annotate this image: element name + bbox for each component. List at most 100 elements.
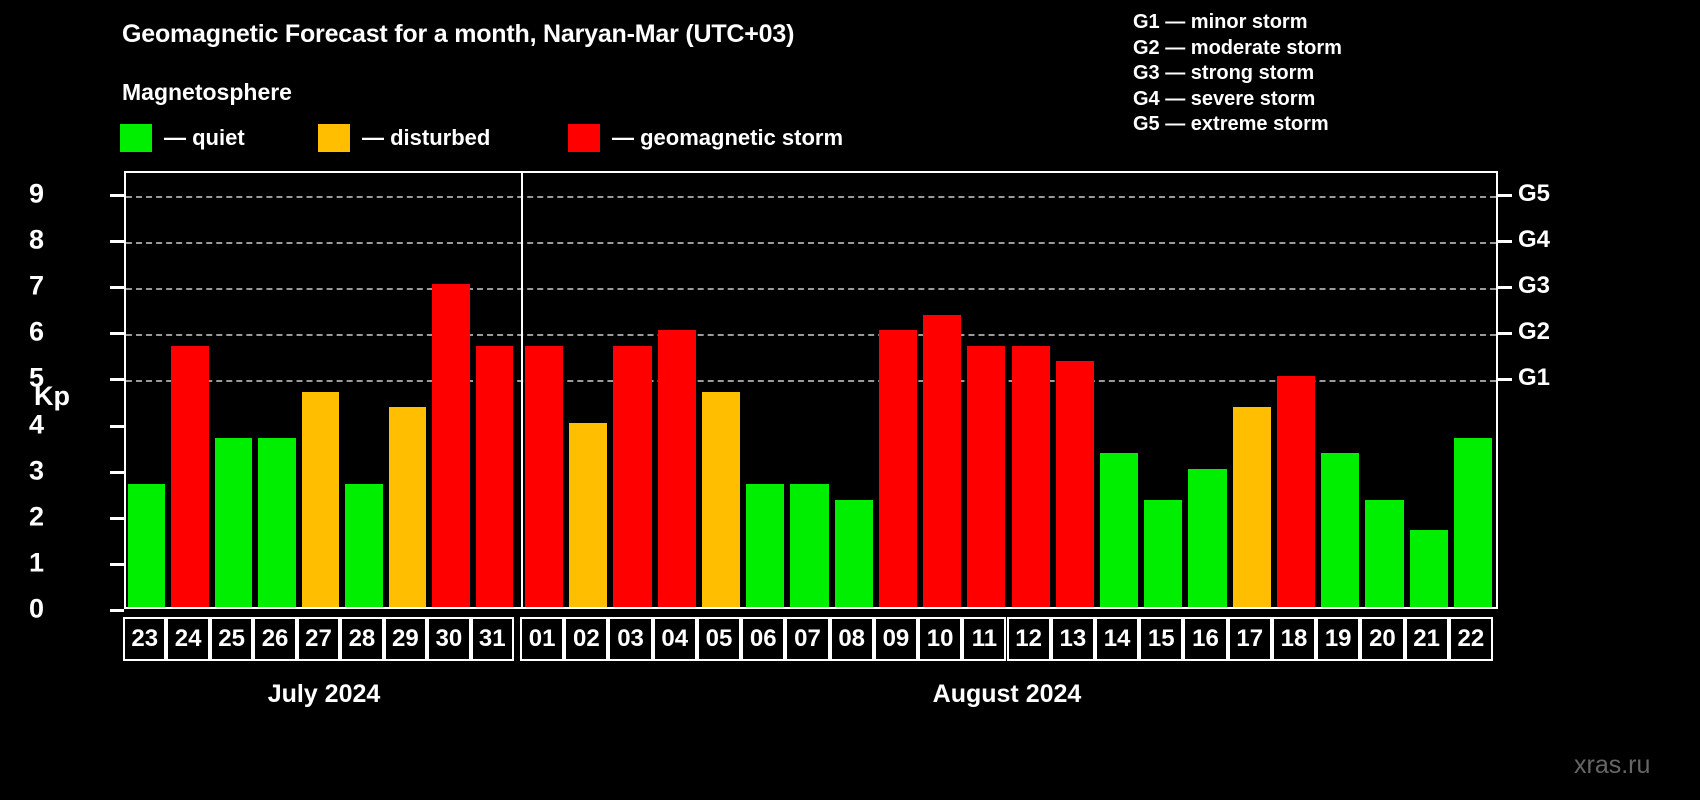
legend-item-quiet: — quiet [120, 124, 245, 152]
bar-day-28[interactable] [345, 483, 383, 607]
gridline-kp-7 [126, 288, 1496, 291]
day-label-14[interactable]: 14 [1094, 617, 1140, 661]
bar-day-03[interactable] [613, 345, 652, 607]
day-label-01[interactable]: 01 [520, 617, 565, 661]
bar-day-09[interactable] [878, 330, 918, 607]
y-axis-title: Kp [34, 381, 70, 411]
gscale-key-row-3: G3 — strong storm [1133, 62, 1315, 84]
g-tick-label-G5: G5 [1518, 180, 1551, 208]
day-label-17[interactable]: 17 [1227, 617, 1272, 661]
day-label-05[interactable]: 05 [696, 617, 742, 661]
day-label-20[interactable]: 20 [1360, 617, 1405, 661]
gscale-key: G1 — minor storm G2 — moderate storm G3 — … [1133, 10, 1342, 138]
bar-day-20[interactable] [1365, 499, 1404, 607]
g-tick-mark-G3 [1498, 286, 1512, 290]
bar-day-26[interactable] [258, 437, 296, 607]
day-label-18[interactable]: 18 [1271, 617, 1317, 661]
g-tick-mark-G1 [1498, 378, 1512, 382]
y-tick-mark-4 [110, 424, 124, 428]
month-name-1: July 2024 [267, 680, 381, 708]
bar-day-14[interactable] [1099, 453, 1139, 607]
day-label-21[interactable]: 21 [1404, 617, 1449, 661]
bar-day-12[interactable] [1011, 345, 1050, 607]
page-title: Geomagnetic Forecast for a month, Naryan… [122, 20, 795, 48]
day-label-13[interactable]: 13 [1050, 617, 1095, 661]
bar-day-16[interactable] [1188, 468, 1227, 607]
day-label-04[interactable]: 04 [652, 617, 697, 661]
bar-day-21[interactable] [1409, 530, 1448, 607]
gscale-key-row-1: G1 — minor storm [1133, 11, 1308, 33]
bar-day-04[interactable] [657, 330, 696, 607]
month-divider [521, 173, 523, 607]
gridline-kp-8 [126, 242, 1496, 245]
day-label-10[interactable]: 10 [918, 617, 963, 661]
day-label-24[interactable]: 24 [166, 617, 210, 661]
g-tick-mark-G4 [1498, 240, 1512, 244]
bar-day-13[interactable] [1055, 361, 1094, 607]
bar-day-10[interactable] [923, 315, 962, 607]
y-tick-mark-9 [110, 194, 124, 198]
y-tick-label-9: 9 [28, 178, 44, 209]
bar-day-30[interactable] [432, 284, 470, 607]
bar-day-19[interactable] [1321, 453, 1360, 607]
bar-day-06[interactable] [746, 483, 785, 607]
bar-day-07[interactable] [790, 483, 829, 607]
bar-day-05[interactable] [701, 391, 741, 607]
gscale-key-row-4: G4 — severe storm [1133, 87, 1316, 110]
day-label-16[interactable]: 16 [1183, 617, 1228, 661]
day-label-03[interactable]: 03 [608, 617, 653, 661]
legend-label-storm: — geomagnetic storm [612, 125, 844, 150]
y-tick-mark-2 [110, 516, 124, 520]
day-label-23[interactable]: 23 [123, 617, 167, 661]
day-label-19[interactable]: 19 [1316, 617, 1361, 661]
g-tick-mark-G2 [1498, 332, 1512, 336]
bar-day-24[interactable] [171, 345, 209, 607]
bar-day-01[interactable] [525, 345, 564, 607]
bar-day-23[interactable] [128, 483, 166, 607]
gridline-kp-5 [126, 380, 1496, 383]
day-label-07[interactable]: 07 [785, 617, 830, 661]
bar-day-29[interactable] [388, 407, 427, 607]
gridline-kp-9 [126, 196, 1496, 199]
bar-day-17[interactable] [1232, 407, 1271, 607]
day-label-06[interactable]: 06 [741, 617, 786, 661]
bar-day-22[interactable] [1453, 437, 1492, 607]
bar-day-27[interactable] [301, 391, 340, 607]
day-label-12[interactable]: 12 [1006, 617, 1051, 661]
y-tick-label-0: 0 [28, 593, 44, 624]
plot-inner [126, 173, 1496, 607]
legend-swatch-quiet [120, 124, 152, 152]
gridline-kp-6 [126, 334, 1496, 337]
y-tick-label-8: 8 [28, 224, 44, 255]
day-label-28[interactable]: 28 [340, 617, 384, 661]
day-label-27[interactable]: 27 [296, 617, 341, 661]
day-label-22[interactable]: 22 [1448, 617, 1493, 661]
watermark: xras.ru [1574, 751, 1651, 779]
bar-day-31[interactable] [475, 345, 513, 607]
y-tick-mark-7 [110, 286, 124, 290]
day-label-11[interactable]: 11 [962, 617, 1007, 661]
legend-label-disturbed: — disturbed [362, 125, 491, 150]
legend-swatch-storm [568, 124, 600, 152]
day-label-02[interactable]: 02 [564, 617, 609, 661]
gscale-key-row-2: G2 — moderate storm [1133, 36, 1342, 59]
day-label-31[interactable]: 31 [470, 617, 514, 661]
bar-day-15[interactable] [1144, 499, 1183, 607]
bar-day-25[interactable] [214, 437, 253, 607]
day-label-15[interactable]: 15 [1139, 617, 1184, 661]
y-tick-mark-3 [110, 470, 124, 474]
day-label-09[interactable]: 09 [873, 617, 919, 661]
y-tick-mark-6 [110, 332, 124, 336]
bar-day-11[interactable] [967, 345, 1006, 607]
legend-item-storm: — geomagnetic storm [568, 124, 843, 152]
bar-day-08[interactable] [834, 499, 873, 607]
day-label-25[interactable]: 25 [209, 617, 254, 661]
bar-day-18[interactable] [1276, 376, 1316, 607]
day-label-29[interactable]: 29 [383, 617, 428, 661]
month-name-2: August 2024 [932, 680, 1082, 708]
bar-day-02[interactable] [569, 422, 608, 607]
day-label-08[interactable]: 08 [829, 617, 874, 661]
day-label-26[interactable]: 26 [253, 617, 297, 661]
day-label-30[interactable]: 30 [427, 617, 471, 661]
